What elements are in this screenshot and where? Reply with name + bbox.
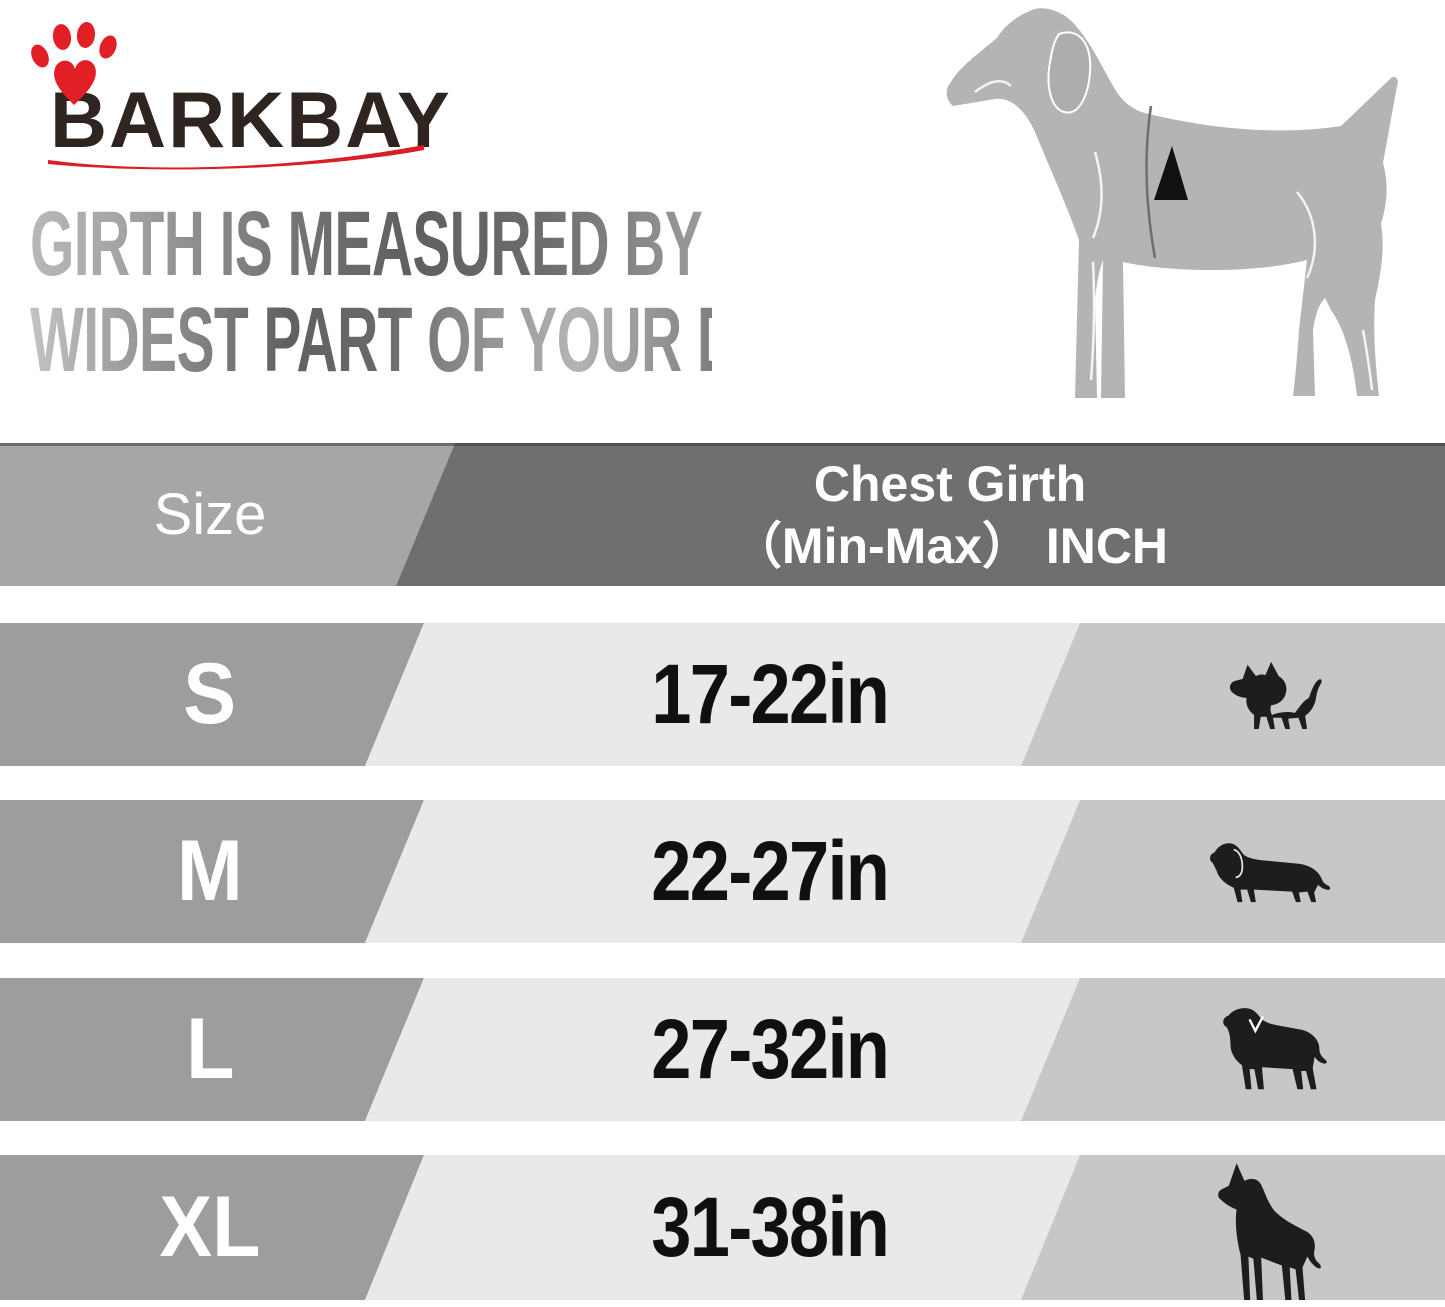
girth-value: 17-22in — [651, 647, 891, 741]
girth-measurement-line — [1145, 105, 1157, 259]
header-girth-label: Chest Girth （Min-Max） INCH — [455, 443, 1445, 586]
girth-value: 31-38in — [651, 1180, 891, 1274]
table-row-l: L 27-32in — [0, 978, 1445, 1121]
row-size-bg — [0, 800, 424, 943]
paw-print-icon — [31, 22, 117, 105]
girth-marker-triangle — [1154, 146, 1188, 200]
header-girth-line1: Chest Girth — [813, 455, 1087, 512]
row-icon-bg — [1021, 623, 1445, 766]
dog-silhouette — [946, 8, 1398, 399]
row-girth-bg — [365, 978, 1080, 1121]
dachshund-icon — [1209, 843, 1330, 903]
dog-measurement-illustration — [946, 8, 1398, 399]
headline: GIRTH IS MEASURED BY THE WIDEST PART OF … — [30, 196, 1130, 388]
header-top-border — [0, 443, 1445, 446]
labrador-icon — [1222, 1007, 1327, 1089]
row-size-bg — [0, 1155, 424, 1300]
table-row-s: S 17-22in — [0, 623, 1445, 766]
headline-line-1: GIRTH IS MEASURED BY THE — [30, 193, 829, 295]
header-girth-line2: （Min-Max） INCH — [731, 517, 1169, 574]
row-size-bg — [0, 978, 424, 1121]
size-label: M — [177, 823, 243, 919]
row-size-bg — [0, 623, 424, 766]
row-girth-bg — [365, 623, 1080, 766]
header-girth-cell-bg — [396, 443, 1445, 586]
table-row-xl: XL 31-38in — [0, 1155, 1445, 1300]
table-row-m: M 22-27in — [0, 800, 1445, 943]
header-size-label: Size — [153, 482, 267, 547]
table-header-row: Size Chest Girth （Min-Max） INCH — [0, 443, 1445, 586]
great-dane-icon — [1217, 1163, 1321, 1300]
barkbay-logo: BARKBAY — [31, 22, 452, 170]
size-label: L — [185, 1001, 235, 1097]
girth-value: 27-32in — [651, 1002, 891, 1096]
headline-line-2: WIDEST PART OF YOUR DOG'S CHEST. — [30, 289, 1090, 391]
size-label: XL — [159, 1179, 261, 1275]
chihuahua-icon — [1229, 661, 1322, 729]
header-size-cell-bg — [0, 443, 455, 586]
logo-underline — [48, 145, 424, 170]
row-girth-bg — [365, 800, 1080, 943]
dog-highlight-lines — [974, 79, 1374, 391]
dog-ear — [1047, 31, 1092, 114]
girth-value: 22-27in — [651, 824, 891, 918]
size-label: S — [183, 646, 237, 742]
brand-wordmark: BARKBAY — [50, 75, 452, 164]
row-girth-bg — [365, 1155, 1080, 1300]
